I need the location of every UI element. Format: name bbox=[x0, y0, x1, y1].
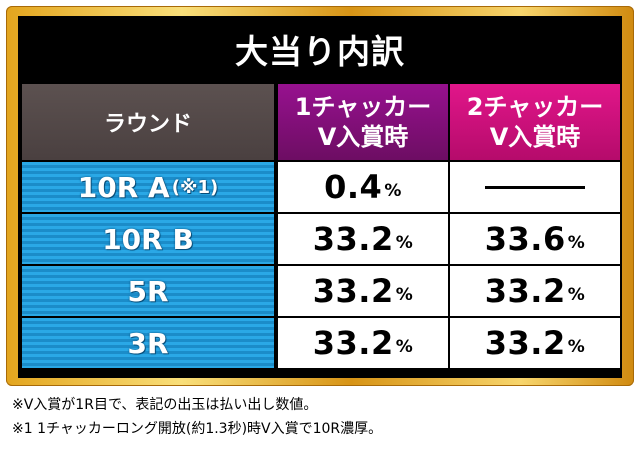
value-number: 33.2 bbox=[312, 272, 394, 310]
header-chucker2-line1: 2チャッカー bbox=[466, 93, 604, 121]
header-chucker1-line2: V入賞時 bbox=[317, 123, 409, 151]
value-cell: 33.2 % bbox=[278, 318, 448, 368]
percent-unit: % bbox=[395, 285, 414, 305]
value-cell: 33.6 % bbox=[450, 214, 620, 264]
value-cell: 33.2 % bbox=[450, 266, 620, 316]
value-number: 0.4 bbox=[324, 168, 383, 206]
header-chucker2-line2: V入賞時 bbox=[489, 123, 581, 151]
footnotes: ※V入賞が1R目で、表記の出玉は払い出し数値。 ※1 1チャッカーロング開放(約… bbox=[12, 393, 632, 441]
percent-unit: % bbox=[384, 181, 402, 201]
value-number: 33.6 bbox=[484, 220, 566, 258]
row-label-10r-b: 10R B bbox=[22, 214, 274, 264]
percent-unit: % bbox=[567, 337, 586, 357]
dash-line bbox=[485, 185, 585, 189]
value-cell-empty bbox=[450, 162, 620, 212]
percent-unit: % bbox=[567, 233, 586, 253]
row-label-10r-a: 10R A (※1) bbox=[22, 162, 274, 212]
row-label-3r: 3R bbox=[22, 318, 274, 368]
value-cell: 33.2 % bbox=[450, 318, 620, 368]
percent-unit: % bbox=[395, 337, 414, 357]
header-chucker1: 1チャッカー V入賞時 bbox=[278, 84, 448, 160]
value-number: 33.2 bbox=[312, 324, 394, 362]
header-chucker2: 2チャッカー V入賞時 bbox=[450, 84, 620, 160]
percent-unit: % bbox=[395, 233, 414, 253]
row-label-text: 10R B bbox=[102, 222, 194, 256]
row-label-text: 3R bbox=[127, 326, 169, 360]
value-cell: 0.4 % bbox=[278, 162, 448, 212]
row-label-note: (※1) bbox=[171, 176, 219, 198]
header-chucker1-line1: 1チャッカー bbox=[294, 93, 432, 121]
percent-unit: % bbox=[567, 285, 586, 305]
footnote-1: ※V入賞が1R目で、表記の出玉は払い出し数値。 bbox=[12, 397, 318, 413]
value-number: 33.2 bbox=[484, 324, 566, 362]
value-number: 33.2 bbox=[312, 220, 394, 258]
row-label-text: 5R bbox=[127, 274, 169, 308]
row-label-text: 10R A bbox=[77, 170, 170, 204]
row-label-5r: 5R bbox=[22, 266, 274, 316]
footnote-2: ※1 1チャッカーロング開放(約1.3秒)時V入賞で10R濃厚。 bbox=[12, 421, 383, 437]
value-number: 33.2 bbox=[484, 272, 566, 310]
header-round-label: ラウンド bbox=[22, 84, 274, 160]
value-cell: 33.2 % bbox=[278, 266, 448, 316]
value-cell: 33.2 % bbox=[278, 214, 448, 264]
header-round-text: ラウンド bbox=[103, 112, 192, 137]
table-title: 大当り内訳 bbox=[235, 32, 405, 71]
